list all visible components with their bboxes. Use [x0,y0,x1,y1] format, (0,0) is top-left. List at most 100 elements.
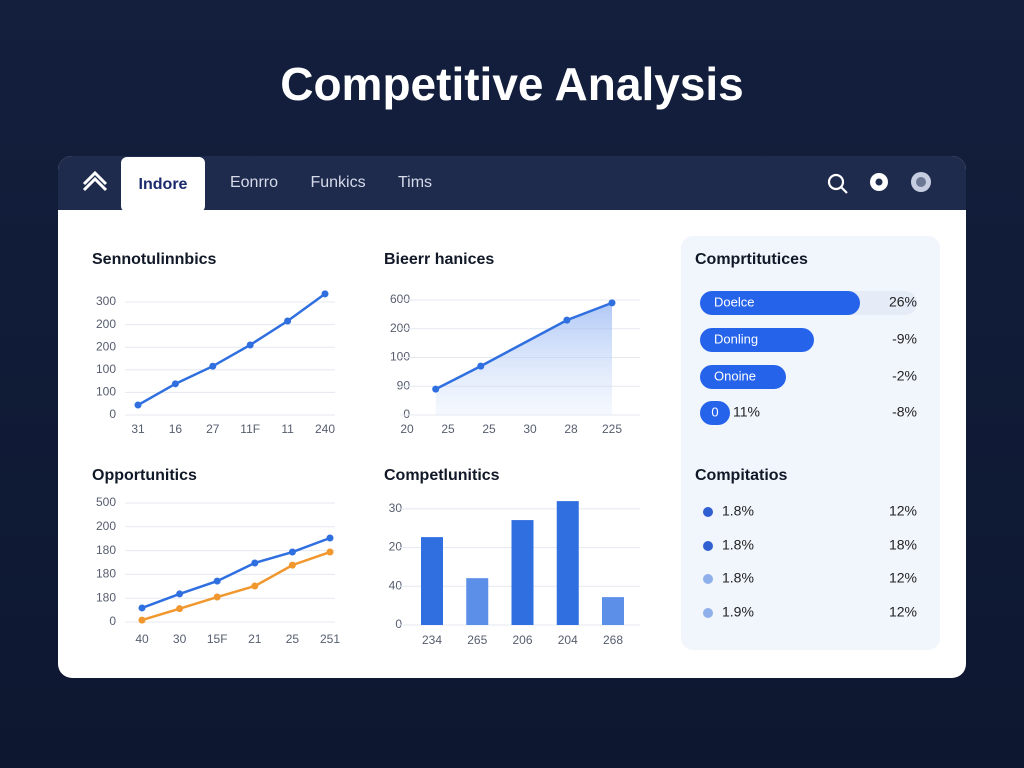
profile-icon-inner [916,177,926,187]
y-tick-label: 100 [390,350,410,364]
x-tick-label: 30 [523,422,537,436]
search-icon-handle [840,186,848,194]
y-tick-label: 30 [389,501,403,515]
search-icon[interactable] [827,173,845,191]
row-value: 26% [889,294,917,310]
point [138,616,146,624]
nav-tab[interactable]: Eonrro [230,174,278,191]
row-label: 1.8% [722,570,754,586]
point [176,590,184,598]
x-tick-label: 28 [564,422,578,436]
y-tick-label: 600 [390,292,410,306]
x-tick-label: 40 [135,632,149,646]
y-tick-label: 0 [395,617,402,631]
panel-title: Sennotulinnbics [92,251,217,268]
pill [700,328,814,352]
point [213,593,221,601]
bar [602,597,624,625]
bar [466,578,489,625]
nav-tab[interactable]: Tims [398,174,432,191]
x-tick-label: 15F [207,632,228,646]
point [288,548,296,556]
nav-bar [58,156,966,210]
y-tick-label: 40 [389,578,403,592]
row-value: -9% [892,331,917,347]
pill-label: Onoine [714,368,756,383]
line [137,292,326,407]
x-tick-label: 31 [131,422,145,436]
x-tick-label: 21 [248,632,262,646]
x-tick-label: 11F [240,422,260,436]
y-tick-label: 200 [96,519,116,533]
point [134,401,142,409]
y-tick-label: 180 [96,567,116,581]
pill-label: Doelce [714,294,754,309]
y-tick-label: 200 [96,339,116,353]
point [608,299,616,307]
point [176,605,184,613]
row-value: 18% [889,537,917,553]
point [477,362,485,370]
x-tick-label: 25 [441,422,455,436]
point [246,341,254,349]
point [326,534,334,542]
point [209,362,217,370]
y-tick-label: 200 [96,317,116,331]
home-icon[interactable] [82,170,108,192]
y-tick-label: 200 [390,321,410,335]
row-value: 12% [889,503,917,519]
point [138,604,146,612]
page-title: Competitive Analysis [280,58,744,110]
y-tick-label: 100 [96,362,116,376]
bar [421,537,443,625]
y-tick-label: 20 [389,540,403,554]
pill [700,291,860,315]
point [284,317,292,325]
x-tick-label: 204 [558,633,578,647]
row-label: 1.8% [722,503,754,519]
x-tick-label: 234 [422,633,442,647]
x-tick-label: 251 [320,632,340,646]
row-value: -2% [892,368,917,384]
nav-tab[interactable]: Indore [139,176,188,193]
row-value: -8% [892,404,917,420]
row-value: 12% [889,570,917,586]
row-value: 12% [889,604,917,620]
row-dot [703,574,713,584]
point [563,316,571,324]
x-tick-label: 206 [512,633,532,647]
row-label: 1.8% [722,537,754,553]
x-tick-label: 30 [173,632,187,646]
side-title: Compitatios [695,467,788,484]
y-tick-label: 300 [96,294,116,308]
panel-title: Opportunitics [92,467,197,484]
panel-title: Competlunitics [384,467,500,484]
point [321,290,329,298]
point [213,577,221,585]
pill [700,365,786,389]
x-tick-label: 225 [602,422,622,436]
point [251,559,259,567]
x-tick-label: 16 [169,422,183,436]
area [435,302,612,415]
x-tick-label: 27 [206,422,220,436]
line [435,301,613,391]
point [288,561,296,569]
line [141,550,331,622]
y-tick-label: 0 [109,407,116,421]
nav-tab[interactable]: Funkics [310,174,365,191]
pill [700,401,730,425]
point [171,380,179,388]
x-tick-label: 25 [286,632,300,646]
row-dot [703,541,713,551]
bar [556,501,579,625]
active-tab[interactable] [121,157,205,212]
y-tick-label: 90 [397,378,411,392]
row-dot [703,608,713,618]
row-label: 1.9% [722,604,754,620]
x-tick-label: 25 [482,422,496,436]
panel-title: Bieerr hanices [384,251,494,268]
y-tick-label: 180 [96,543,116,557]
